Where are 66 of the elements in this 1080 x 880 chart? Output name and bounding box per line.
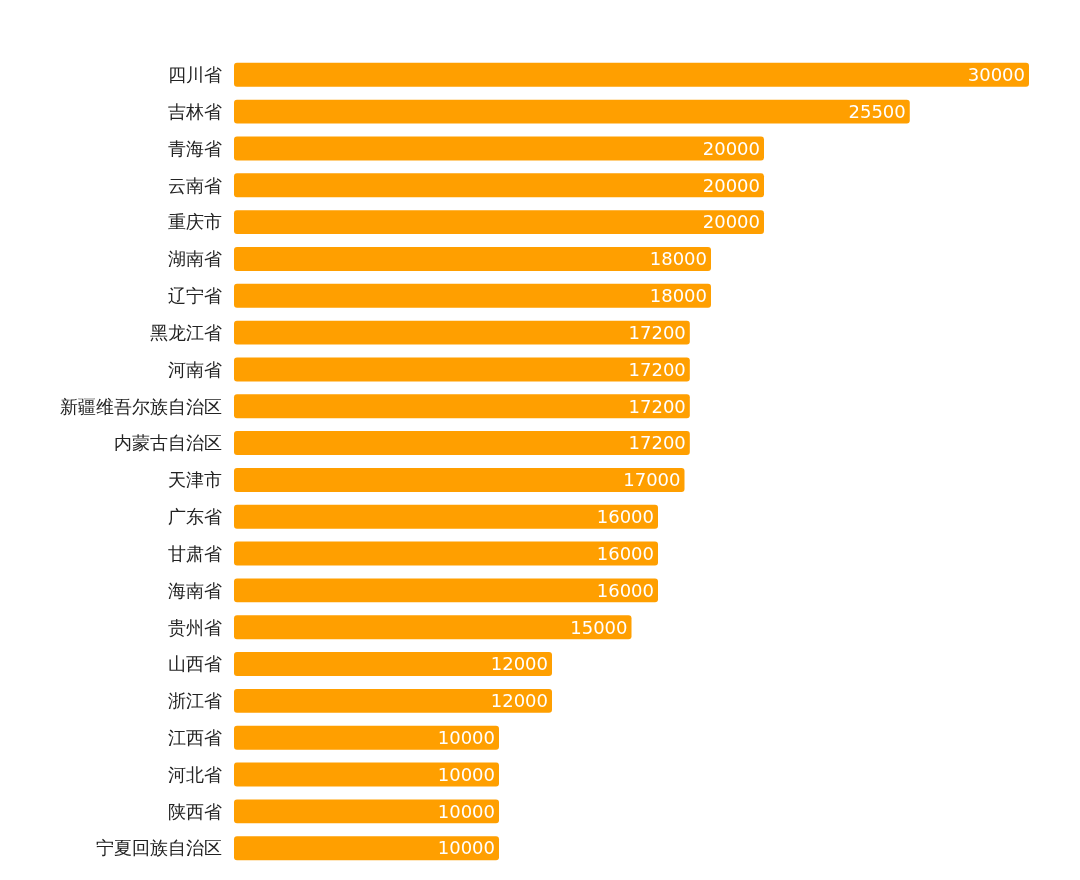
y-tick-label: 山西省 (168, 653, 222, 675)
data-label: 10000 (437, 837, 495, 859)
bar (234, 431, 690, 456)
data-label: 15000 (570, 616, 628, 638)
y-tick-label: 宁夏回族自治区 (96, 837, 222, 859)
data-label: 12000 (490, 690, 548, 712)
data-label: 30000 (967, 64, 1025, 86)
data-label: 18000 (649, 248, 707, 270)
data-label: 18000 (649, 285, 707, 307)
bar (234, 652, 552, 677)
bar (234, 799, 499, 824)
bar (234, 725, 499, 750)
data-label: 25500 (848, 100, 906, 122)
bar (234, 394, 690, 419)
data-label: 20000 (702, 137, 760, 159)
bar (234, 578, 658, 603)
y-tick-label: 新疆维吾尔族自治区 (60, 395, 222, 417)
y-tick-label: 四川省 (168, 64, 222, 86)
y-tick-label: 云南省 (168, 174, 222, 196)
bar (234, 136, 764, 161)
bar (234, 283, 711, 308)
bar (234, 467, 685, 492)
y-tick-label: 吉林省 (168, 100, 222, 122)
bar (234, 99, 910, 124)
bar (234, 173, 764, 198)
data-label: 17200 (628, 432, 686, 454)
data-label: 16000 (596, 542, 654, 564)
data-label: 17200 (628, 358, 686, 380)
data-label: 17200 (628, 395, 686, 417)
bar (234, 836, 499, 861)
data-label: 17200 (628, 321, 686, 343)
data-label: 20000 (702, 211, 760, 233)
y-tick-label: 河北省 (168, 763, 222, 785)
data-label: 17000 (623, 469, 681, 491)
y-tick-label: 甘肃省 (168, 542, 222, 564)
data-label: 10000 (437, 727, 495, 749)
y-tick-label: 内蒙古自治区 (114, 432, 222, 454)
bar (234, 210, 764, 235)
y-tick-label: 青海省 (168, 137, 222, 159)
y-tick-label: 河南省 (168, 358, 222, 380)
data-label: 16000 (596, 579, 654, 601)
y-tick-label: 广东省 (168, 506, 222, 528)
bar (234, 615, 632, 640)
data-label: 12000 (490, 653, 548, 675)
bar (234, 320, 690, 345)
bar (234, 62, 1029, 87)
y-tick-label: 辽宁省 (168, 285, 222, 307)
bar (234, 541, 658, 566)
y-tick-label: 天津市 (168, 469, 222, 491)
y-tick-label: 贵州省 (168, 616, 222, 638)
data-label: 10000 (437, 763, 495, 785)
data-label: 16000 (596, 506, 654, 528)
bar (234, 246, 711, 271)
bar (234, 762, 499, 787)
y-tick-label: 江西省 (168, 727, 222, 749)
data-label: 10000 (437, 800, 495, 822)
bar (234, 688, 552, 713)
y-tick-label: 陕西省 (168, 800, 222, 822)
bar (234, 357, 690, 382)
y-tick-label: 重庆市 (168, 211, 222, 233)
y-tick-label: 黑龙江省 (150, 321, 222, 343)
bar (234, 504, 658, 529)
y-tick-label: 浙江省 (168, 690, 222, 712)
y-tick-label: 湖南省 (168, 248, 222, 270)
data-label: 20000 (702, 174, 760, 196)
y-tick-label: 海南省 (168, 579, 222, 601)
